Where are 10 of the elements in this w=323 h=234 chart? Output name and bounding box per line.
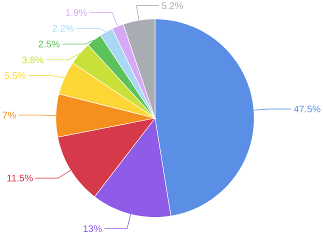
data-label: 13% <box>84 225 102 232</box>
data-label: 2.5% <box>38 40 60 48</box>
data-label: 7% <box>2 112 16 118</box>
data-label: 47.5% <box>294 106 320 112</box>
data-label: 2.2% <box>52 24 74 32</box>
data-label: 1.9% <box>66 8 87 16</box>
data-label: 5.2% <box>162 2 183 9</box>
data-label: 3.8% <box>22 56 44 64</box>
data-label: 5.5% <box>4 72 26 79</box>
data-label: 11.5% <box>7 174 33 182</box>
